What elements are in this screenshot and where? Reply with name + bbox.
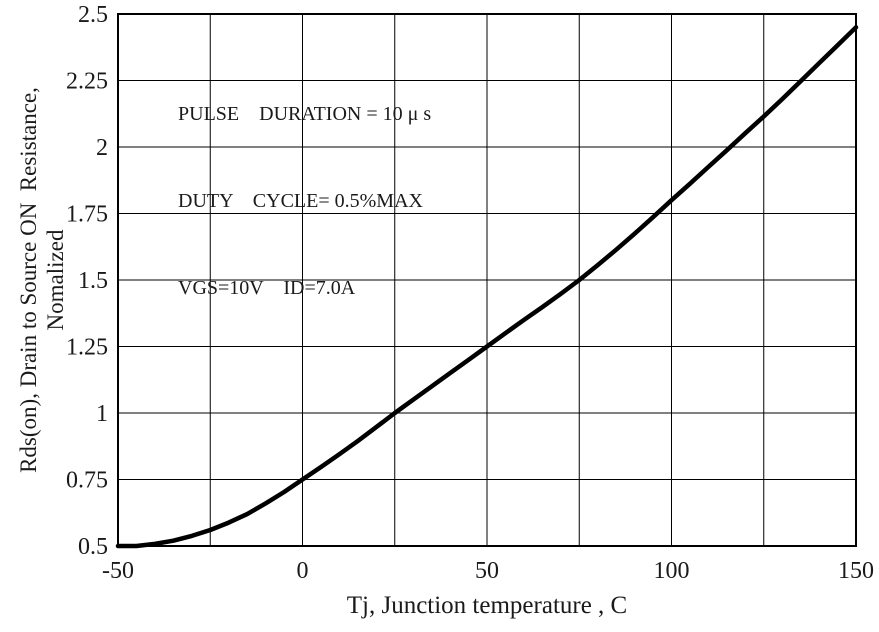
annotation-line-vgs-id: VGS=10V ID=7.0A: [178, 277, 356, 299]
annotation-line-pulse-duration: PULSE DURATION = 10 μ s: [178, 103, 432, 125]
y-tick-label: 1.75: [66, 202, 108, 228]
x-tick-label: 100: [654, 558, 690, 584]
y-tick-label: 2: [96, 135, 108, 161]
y-axis-title: Rds(on), Drain to Source ON Resistance, N…: [15, 0, 69, 590]
x-tick-label: 150: [838, 558, 874, 584]
y-axis-title-line2: Nomalized: [43, 229, 68, 331]
annotation-line-duty-cycle: DUTY CYCLE= 0.5%MAX: [178, 190, 423, 212]
x-axis-title: Tj, Junction temperature , C: [346, 592, 628, 619]
plot-frame: [117, 13, 857, 547]
x-tick-label: 0: [297, 558, 309, 584]
y-tick-label: 1: [96, 401, 108, 427]
y-tick-label: 0.75: [66, 468, 108, 494]
x-tick-label: -50: [102, 558, 134, 584]
test-conditions-annotation: PULSE DURATION = 10 μ s DUTY CYCLE= 0.5%…: [178, 42, 431, 361]
y-tick-label: 1.5: [78, 268, 108, 294]
y-tick-label: 0.5: [78, 534, 108, 560]
y-axis-title-line1: Rds(on), Drain to Source ON Resistance,: [16, 87, 41, 473]
x-tick-label: 50: [475, 558, 499, 584]
y-tick-label: 2.25: [66, 69, 108, 95]
rdson-curve: [115, 25, 859, 549]
y-tick-label: 1.25: [66, 335, 108, 361]
y-tick-label: 2.5: [78, 2, 108, 28]
